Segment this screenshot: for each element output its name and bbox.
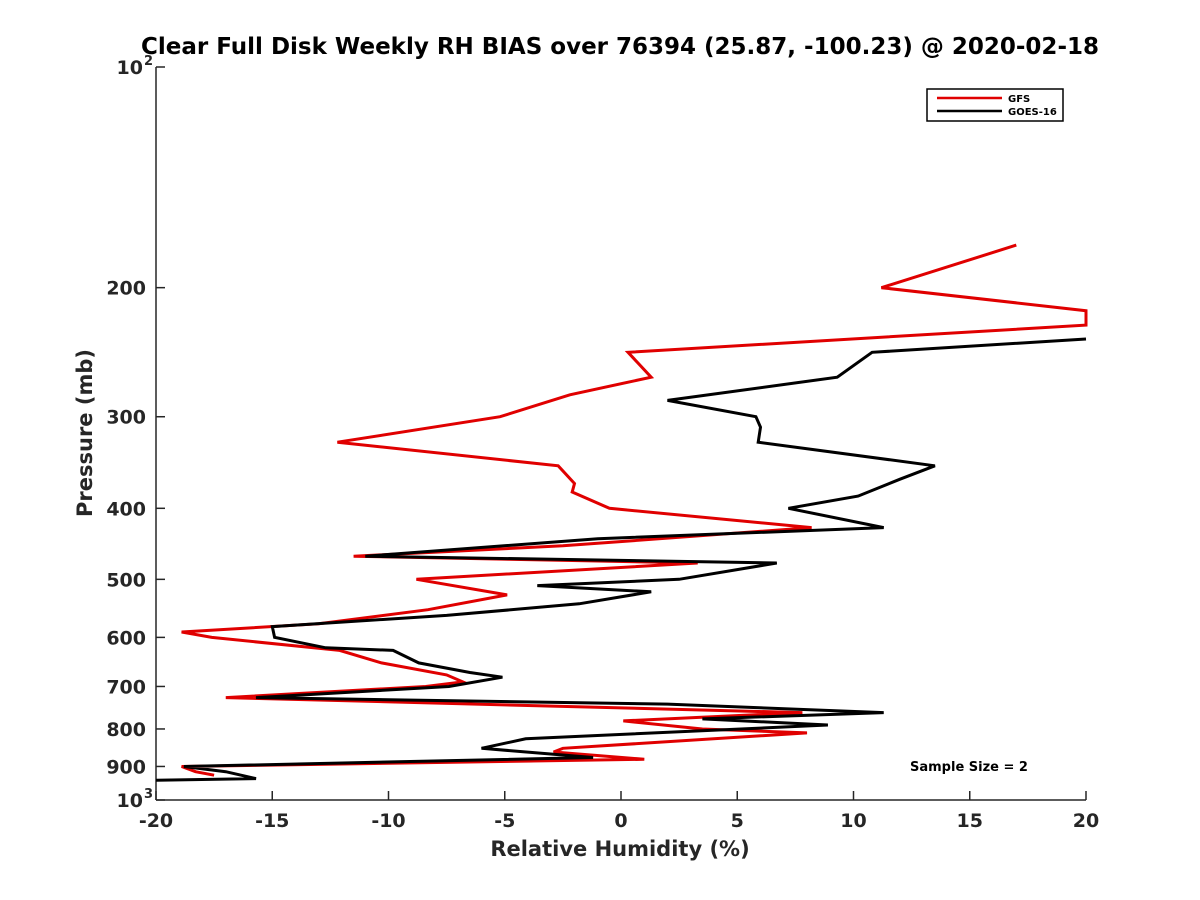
y-tick-label: 900 bbox=[106, 756, 146, 778]
x-tick-label: -10 bbox=[371, 810, 405, 832]
x-tick-label: -15 bbox=[255, 810, 289, 832]
y-tick-label: 200 bbox=[106, 278, 146, 300]
y-tick-label: 10 bbox=[117, 790, 143, 812]
legend-label-gfs: GFS bbox=[1008, 94, 1030, 105]
y-tick-label: 400 bbox=[106, 498, 146, 520]
x-tick-label: -5 bbox=[494, 810, 515, 832]
y-tick-label: 700 bbox=[106, 676, 146, 698]
x-tick-label: 0 bbox=[614, 810, 627, 832]
y-axis-label: Pressure (mb) bbox=[73, 349, 97, 517]
y-tick-label: 500 bbox=[106, 569, 146, 591]
series-line-goes16 bbox=[155, 337, 1087, 782]
chart-title: Clear Full Disk Weekly RH BIAS over 7639… bbox=[141, 34, 1099, 60]
series-line-gfs bbox=[181, 243, 1088, 777]
x-axis-label: Relative Humidity (%) bbox=[490, 837, 749, 861]
y-tick-exponent: 2 bbox=[144, 54, 153, 69]
x-tick-label: -20 bbox=[139, 810, 173, 832]
x-tick-label: 10 bbox=[840, 810, 866, 832]
x-ticks: -20 -15 -10 -5 0 5 10 15 20 bbox=[139, 791, 1099, 832]
x-tick-label: 5 bbox=[731, 810, 744, 832]
legend: GFS GOES-16 bbox=[926, 88, 1064, 122]
y-tick-label: 800 bbox=[106, 719, 146, 741]
sample-size-annotation: Sample Size = 2 bbox=[910, 760, 1028, 775]
y-tick-label: 10 bbox=[117, 57, 143, 79]
y-tick-label: 600 bbox=[106, 627, 146, 649]
x-tick-label: 15 bbox=[957, 810, 983, 832]
series-group bbox=[155, 243, 1088, 782]
legend-box bbox=[926, 88, 1064, 122]
plot-area bbox=[155, 67, 1088, 801]
legend-label-goes16: GOES-16 bbox=[1008, 107, 1057, 118]
x-tick-label: 20 bbox=[1073, 810, 1099, 832]
y-tick-label: 300 bbox=[106, 407, 146, 429]
y-tick-exponent: 3 bbox=[144, 787, 153, 802]
